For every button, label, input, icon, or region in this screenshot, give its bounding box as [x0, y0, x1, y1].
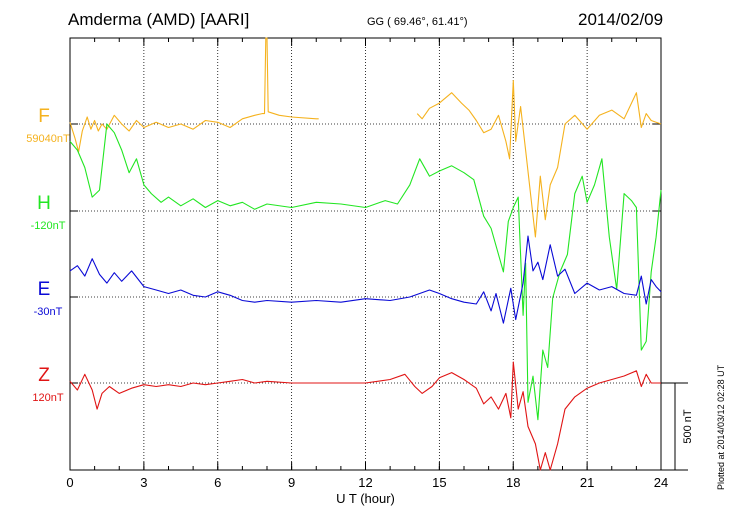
series-line-h [69, 123, 662, 421]
x-axis-label: U T (hour) [336, 491, 395, 506]
series-line-e [69, 235, 662, 324]
x-tick-label: 3 [140, 475, 147, 490]
series-baseline-h: -120nT [31, 220, 66, 232]
series-line-f [416, 79, 662, 238]
x-tick-label: 24 [654, 475, 668, 490]
series-name-e: E [38, 279, 51, 300]
x-tick-label: 0 [66, 475, 73, 490]
x-tick-label: 6 [214, 475, 221, 490]
x-tick-label: 9 [288, 475, 295, 490]
scale-bar-label: 500 nT [682, 409, 694, 444]
date-label: 2014/02/09 [578, 10, 664, 29]
station-title: Amderma (AMD) [AARI] [68, 10, 250, 29]
series-baseline-e: -30nT [34, 306, 63, 318]
series-name-f: F [38, 106, 50, 127]
series-name-z: Z [38, 365, 50, 386]
series-line-f [69, 37, 319, 153]
x-tick-label: 21 [580, 475, 594, 490]
plot-timestamp-note: Plotted at 2014/03/12 02:28 UT [716, 364, 726, 490]
x-tick-label: 12 [358, 475, 372, 490]
coordinates-label: GG ( 69.46°, 61.41°) [367, 16, 468, 28]
series-baseline-z: 120nT [32, 392, 63, 404]
x-tick-label: 15 [432, 475, 446, 490]
series-line-z [69, 361, 661, 471]
series-name-h: H [37, 193, 51, 214]
x-tick-label: 18 [506, 475, 520, 490]
series-baseline-f: 59040nT [26, 133, 70, 145]
